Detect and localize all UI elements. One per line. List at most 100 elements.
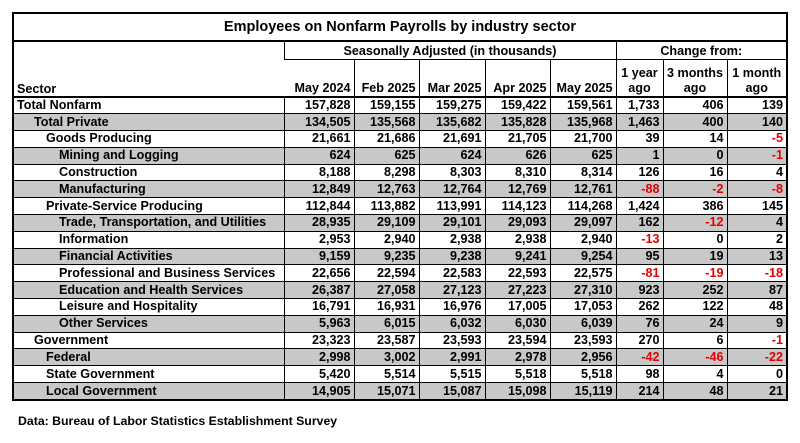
value-cell: 27,058 <box>353 281 419 299</box>
value-cell: 15,119 <box>549 382 616 400</box>
value-cell: 157,828 <box>283 96 354 114</box>
header-change-from: Change from: <box>615 41 786 60</box>
sector-name: Other Services <box>14 314 284 333</box>
payrolls-table: Employees on Nonfarm Payrolls by industr… <box>14 14 786 400</box>
table-row: Local Government 14,905 15,071 15,087 15,098… <box>14 382 786 400</box>
value-cell: 139 <box>726 96 786 114</box>
sector-name: Local Government <box>14 382 284 400</box>
sector-name: Goods Producing <box>14 130 284 148</box>
value-cell: 21 <box>726 382 786 400</box>
value-cell: -88 <box>615 180 663 198</box>
header-feb-2025: Feb 2025 <box>353 59 419 98</box>
value-cell: 12,769 <box>484 180 550 198</box>
value-cell: 9,235 <box>353 247 419 265</box>
value-cell: 23,323 <box>283 331 354 349</box>
value-cell: 95 <box>615 247 663 265</box>
value-cell: 27,223 <box>484 281 550 299</box>
value-cell: 4 <box>726 214 786 232</box>
value-cell: -2 <box>662 180 727 198</box>
value-cell: 21,686 <box>353 130 419 148</box>
value-cell: 21,691 <box>418 130 485 148</box>
value-cell: -13 <box>615 230 663 249</box>
value-cell: 23,587 <box>353 331 419 349</box>
header-may-2025: May 2025 <box>549 59 616 98</box>
value-cell: 23,594 <box>484 331 550 349</box>
value-cell: 16 <box>662 163 727 181</box>
sector-name: State Government <box>14 365 284 383</box>
sector-name: Private-Service Producing <box>14 197 284 215</box>
value-cell: 126 <box>615 163 663 181</box>
value-cell: 48 <box>726 298 786 316</box>
value-cell: 12,761 <box>549 180 616 198</box>
value-cell: 12,849 <box>283 180 354 198</box>
value-cell: 145 <box>726 197 786 215</box>
sector-name: Information <box>14 230 284 249</box>
value-cell: 5,420 <box>283 365 354 383</box>
value-cell: 624 <box>283 146 354 165</box>
value-cell: 27,123 <box>418 281 485 299</box>
table-row: Goods Producing 21,661 21,686 21,691 21,705 2… <box>14 130 786 148</box>
header-apr-2025: Apr 2025 <box>484 59 550 98</box>
table-row: Construction 8,188 8,298 8,303 8,310 8,314 126… <box>14 163 786 181</box>
value-cell: 625 <box>549 146 616 165</box>
value-cell: -1 <box>726 146 786 165</box>
value-cell: 1,733 <box>615 96 663 114</box>
table-row: Trade, Transportation, and Utilities 28,9… <box>14 214 786 232</box>
header-1-year-ago: 1 year ago <box>615 59 663 98</box>
value-cell: 0 <box>726 365 786 383</box>
value-cell: 624 <box>418 146 485 165</box>
value-cell: 135,828 <box>484 113 550 131</box>
value-cell: 12,763 <box>353 180 419 198</box>
value-cell: 98 <box>615 365 663 383</box>
value-cell: 29,109 <box>353 214 419 232</box>
value-cell: 2,953 <box>283 230 354 249</box>
value-cell: 114,268 <box>549 197 616 215</box>
value-cell: 21,700 <box>549 130 616 148</box>
value-cell: 24 <box>662 314 727 333</box>
value-cell: -8 <box>726 180 786 198</box>
value-cell: 5,518 <box>484 365 550 383</box>
table-row: Financial Activities 9,159 9,235 9,238 9,241… <box>14 247 786 265</box>
sector-name: Trade, Transportation, and Utilities <box>14 214 284 232</box>
value-cell: -22 <box>726 348 786 366</box>
value-cell: 6,032 <box>418 314 485 333</box>
value-cell: 21,705 <box>484 130 550 148</box>
value-cell: 5,963 <box>283 314 354 333</box>
value-cell: 135,682 <box>418 113 485 131</box>
value-cell: 15,071 <box>353 382 419 400</box>
value-cell: 22,656 <box>283 264 354 282</box>
value-cell: 112,844 <box>283 197 354 215</box>
value-cell: 406 <box>662 96 727 114</box>
value-cell: 625 <box>353 146 419 165</box>
header-sector: Sector <box>14 41 284 98</box>
value-cell: 13 <box>726 247 786 265</box>
value-cell: 2,956 <box>549 348 616 366</box>
value-cell: 2,938 <box>484 230 550 249</box>
value-cell: 214 <box>615 382 663 400</box>
value-cell: 16,976 <box>418 298 485 316</box>
value-cell: 12,764 <box>418 180 485 198</box>
value-cell: 159,275 <box>418 96 485 114</box>
value-cell: -12 <box>662 214 727 232</box>
value-cell: 23,593 <box>418 331 485 349</box>
value-cell: 2,998 <box>283 348 354 366</box>
value-cell: 48 <box>662 382 727 400</box>
table-row: Manufacturing 12,849 12,763 12,764 12,769 12,… <box>14 180 786 198</box>
value-cell: 6 <box>662 331 727 349</box>
value-cell: 15,087 <box>418 382 485 400</box>
value-cell: 8,188 <box>283 163 354 181</box>
header-mar-2025: Mar 2025 <box>418 59 485 98</box>
value-cell: 400 <box>662 113 727 131</box>
value-cell: 5,515 <box>418 365 485 383</box>
value-cell: 2,940 <box>549 230 616 249</box>
table-row: Leisure and Hospitality 16,791 16,931 16,97… <box>14 298 786 316</box>
value-cell: 14 <box>662 130 727 148</box>
value-cell: 252 <box>662 281 727 299</box>
sector-name: Professional and Business Services <box>14 264 284 282</box>
value-cell: 2,940 <box>353 230 419 249</box>
value-cell: 2,991 <box>418 348 485 366</box>
sector-name: Financial Activities <box>14 247 284 265</box>
value-cell: 29,101 <box>418 214 485 232</box>
value-cell: 159,422 <box>484 96 550 114</box>
table-row: Other Services 5,963 6,015 6,032 6,030 6,039 7… <box>14 314 786 333</box>
